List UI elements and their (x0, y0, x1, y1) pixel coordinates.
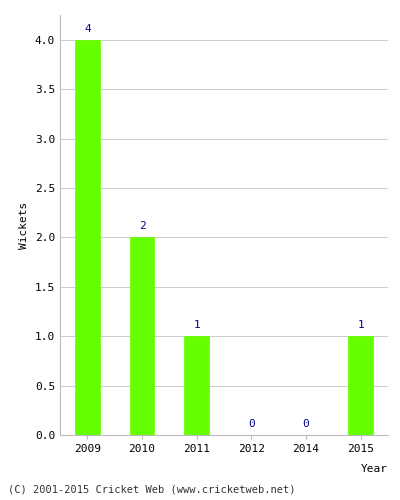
Text: Year: Year (361, 464, 388, 474)
Text: 1: 1 (193, 320, 200, 330)
Text: 0: 0 (248, 419, 255, 429)
Y-axis label: Wickets: Wickets (19, 202, 29, 248)
Text: 2: 2 (139, 222, 145, 232)
Text: 1: 1 (357, 320, 364, 330)
Bar (184, 336, 209, 435)
Bar (348, 336, 373, 435)
Text: (C) 2001-2015 Cricket Web (www.cricketweb.net): (C) 2001-2015 Cricket Web (www.cricketwe… (8, 484, 296, 494)
Text: 4: 4 (84, 24, 91, 34)
Bar (75, 40, 100, 435)
Text: 0: 0 (303, 419, 309, 429)
Bar (130, 238, 154, 435)
